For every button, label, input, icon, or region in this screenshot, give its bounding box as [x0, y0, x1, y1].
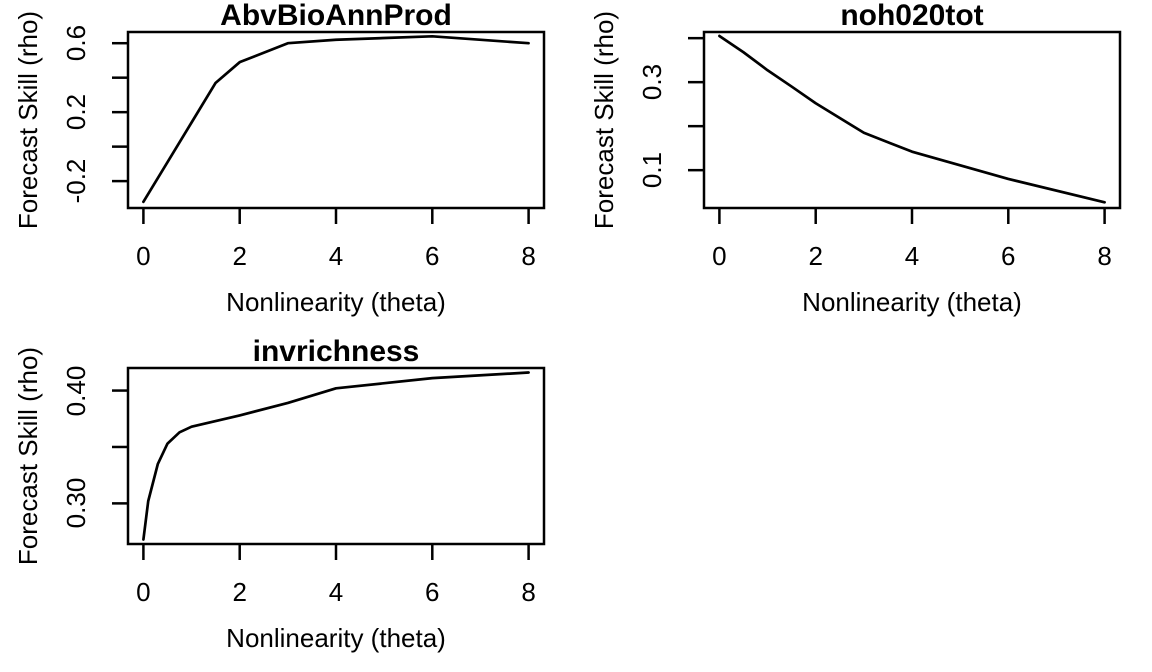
x-tick-label: 6 [1001, 241, 1016, 271]
plot-area [112, 366, 546, 560]
plot-area [688, 30, 1122, 224]
y-axis-label: Forecast Skill (rho) [13, 10, 43, 230]
y-tick-label: 0.30 [61, 478, 91, 529]
x-tick-label: 4 [328, 241, 344, 271]
x-tick-label: 4 [904, 241, 920, 271]
chart-panel: AbvBioAnnProd Forecast Skill (rho) Nonli… [0, 0, 576, 336]
plot-box [126, 30, 546, 210]
x-tick-label: 6 [425, 577, 440, 607]
y-tick-label: 0.6 [61, 25, 91, 62]
x-tick-label: 2 [232, 577, 247, 607]
y-axis-label: Forecast Skill (rho) [13, 346, 43, 566]
x-tick-label: 0 [136, 241, 151, 271]
x-tick-label: 2 [808, 241, 823, 271]
plot-area [112, 30, 546, 224]
y-axis-label: Forecast Skill (rho) [589, 10, 619, 230]
x-tick-label: 8 [1097, 241, 1112, 271]
x-axis-label: Nonlinearity (theta) [226, 623, 446, 653]
x-tick-label: 8 [521, 241, 536, 271]
series-line [142, 34, 530, 204]
plot-box [702, 30, 1122, 210]
x-tick-label: 8 [521, 577, 536, 607]
series-line [718, 34, 1106, 204]
x-tick-label: 4 [328, 577, 344, 607]
chart-title: invrichness [252, 335, 420, 368]
chart-panel: invrichness Forecast Skill (rho) Nonline… [0, 336, 576, 672]
series-line [142, 371, 530, 541]
x-tick-label: 0 [136, 577, 151, 607]
x-axis-label: Nonlinearity (theta) [226, 287, 446, 317]
plot-box [126, 366, 546, 546]
chart-panel: noh020tot Forecast Skill (rho) Nonlinear… [576, 0, 1152, 336]
x-tick-label: 6 [425, 241, 440, 271]
x-tick-label: 2 [232, 241, 247, 271]
y-tick-label: 0.40 [61, 365, 91, 416]
y-tick-label: 0.3 [637, 64, 667, 101]
x-tick-label: 0 [712, 241, 727, 271]
chart-title: noh020tot [840, 0, 984, 32]
chart-title: AbvBioAnnProd [220, 0, 452, 32]
x-axis-label: Nonlinearity (theta) [802, 287, 1022, 317]
